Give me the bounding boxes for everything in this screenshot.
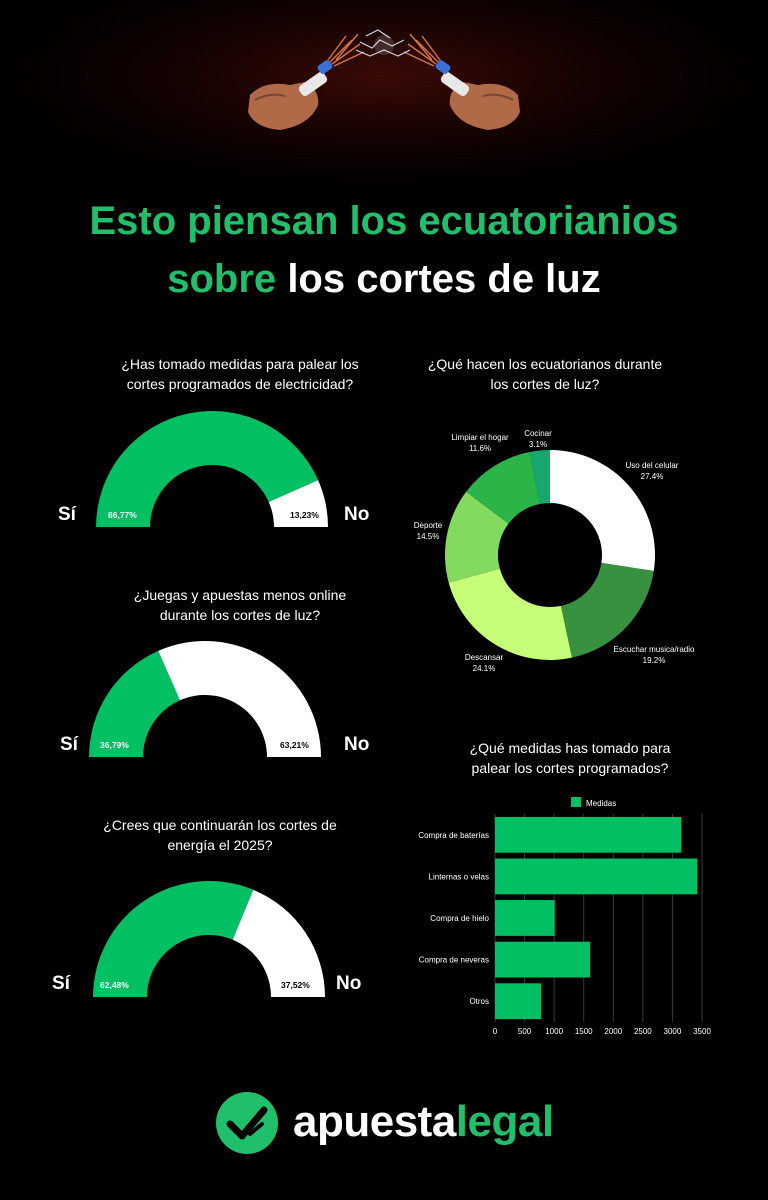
gauge2-yes-label: Sí xyxy=(60,734,78,755)
y-category-label: Linternas o velas xyxy=(429,872,489,881)
bar xyxy=(495,941,591,978)
gauge-yes-segment xyxy=(89,650,181,757)
y-category-label: Otros xyxy=(469,997,489,1006)
gauge1-no-pct: 13,23% xyxy=(290,510,319,520)
x-tick-label: 2500 xyxy=(634,1027,652,1036)
gauge-no-segment xyxy=(232,889,325,997)
donut-slice-value: 3.1% xyxy=(529,440,547,449)
bar xyxy=(495,858,698,895)
bar-question: ¿Qué medidas has tomado para palear los … xyxy=(469,740,671,776)
gauge-no-segment xyxy=(158,641,321,757)
donut-slice-label: Escuchar musica/radio xyxy=(614,645,695,654)
gauge2-yes-pct: 36,79% xyxy=(100,740,129,750)
title-line2-white: los cortes de luz xyxy=(287,257,601,301)
gauge2-question: ¿Juegas y apuestas menos online durante … xyxy=(133,587,347,623)
page-title: Esto piensan los ecuatorianios sobre los… xyxy=(0,192,768,308)
donut-slice-label: Deporte xyxy=(414,521,443,530)
donut-slice xyxy=(550,450,655,571)
x-tick-label: 0 xyxy=(493,1027,498,1036)
bar xyxy=(495,816,682,853)
apuestalegal-logo-icon xyxy=(216,1092,278,1154)
gauge3-yes-pct: 62,48% xyxy=(100,980,129,990)
x-tick-label: 3500 xyxy=(693,1027,711,1036)
gauge-yes-segment xyxy=(93,881,254,997)
brand-part1: apuesta xyxy=(293,1097,456,1146)
x-tick-label: 3000 xyxy=(664,1027,682,1036)
donut-slice xyxy=(466,451,540,524)
x-tick-label: 1000 xyxy=(545,1027,563,1036)
bar xyxy=(495,983,542,1020)
legend-label: Medidas xyxy=(586,799,616,808)
gauge2-no-pct: 63,21% xyxy=(280,740,309,750)
gauge3-yes-label: Sí xyxy=(52,973,70,994)
donut-slice xyxy=(529,450,550,504)
donut-question: ¿Qué hacen los ecuatorianos durante los … xyxy=(427,356,663,392)
donut-chart: Uso del celular 27.4% Escuchar musica/radi… xyxy=(414,429,695,673)
donut-slice xyxy=(560,562,654,658)
gauge3-no-label: No xyxy=(336,973,362,994)
donut-slice-label: Cocinar xyxy=(524,429,552,438)
donut-slice-label: Limpiar el hogar xyxy=(451,433,509,442)
x-tick-label: 500 xyxy=(518,1027,532,1036)
gauge3-chart xyxy=(93,881,325,997)
x-tick-label: 1500 xyxy=(575,1027,593,1036)
donut-slice-value: 24.1% xyxy=(473,664,496,673)
gauge1-yes-pct: 86,77% xyxy=(108,510,137,520)
y-category-label: Compra de hielo xyxy=(430,914,489,923)
donut-slice-value: 14.5% xyxy=(417,532,440,541)
gauge2-chart xyxy=(89,641,321,757)
gauge2-no-label: No xyxy=(344,734,370,755)
y-category-label: Compra de baterías xyxy=(418,831,489,840)
gauge3-question: ¿Crees que continuarán los cortes de ene… xyxy=(103,817,337,853)
legend-swatch xyxy=(571,797,581,807)
y-category-label: Compra de neveras xyxy=(419,956,489,965)
gauge-yes-segment xyxy=(96,411,319,527)
donut-slice-value: 27.4% xyxy=(641,472,664,481)
gauge1-no-label: No xyxy=(344,504,370,525)
bar xyxy=(495,900,555,936)
gauge-no-segment xyxy=(268,480,328,527)
hero-image xyxy=(0,0,768,190)
title-line1: Esto piensan los ecuatorianios xyxy=(89,199,679,243)
electric-cables-illustration xyxy=(248,29,520,130)
gauge1-question: ¿Has tomado medidas para palear los cort… xyxy=(121,356,359,392)
donut-slice-label: Descansar xyxy=(465,653,504,662)
x-tick-label: 2000 xyxy=(604,1027,622,1036)
brand-wordmark: apuestalegal xyxy=(293,1094,554,1150)
gauge1-chart xyxy=(96,411,328,527)
title-line2-green: sobre xyxy=(167,257,277,301)
bar-chart: Medidas 0 500 1000 1500 2000 2500 3000 3500 Compr… xyxy=(418,797,711,1036)
donut-slice xyxy=(445,491,509,583)
brand-part2: legal xyxy=(455,1097,554,1146)
gauge1-yes-label: Sí xyxy=(58,504,76,525)
donut-slice-label: Uso del celular xyxy=(626,461,679,470)
donut-slice-value: 11.6% xyxy=(469,444,491,453)
gauge3-no-pct: 37,52% xyxy=(281,980,310,990)
donut-slice xyxy=(448,568,572,660)
donut-slice-value: 19.2% xyxy=(643,656,666,665)
